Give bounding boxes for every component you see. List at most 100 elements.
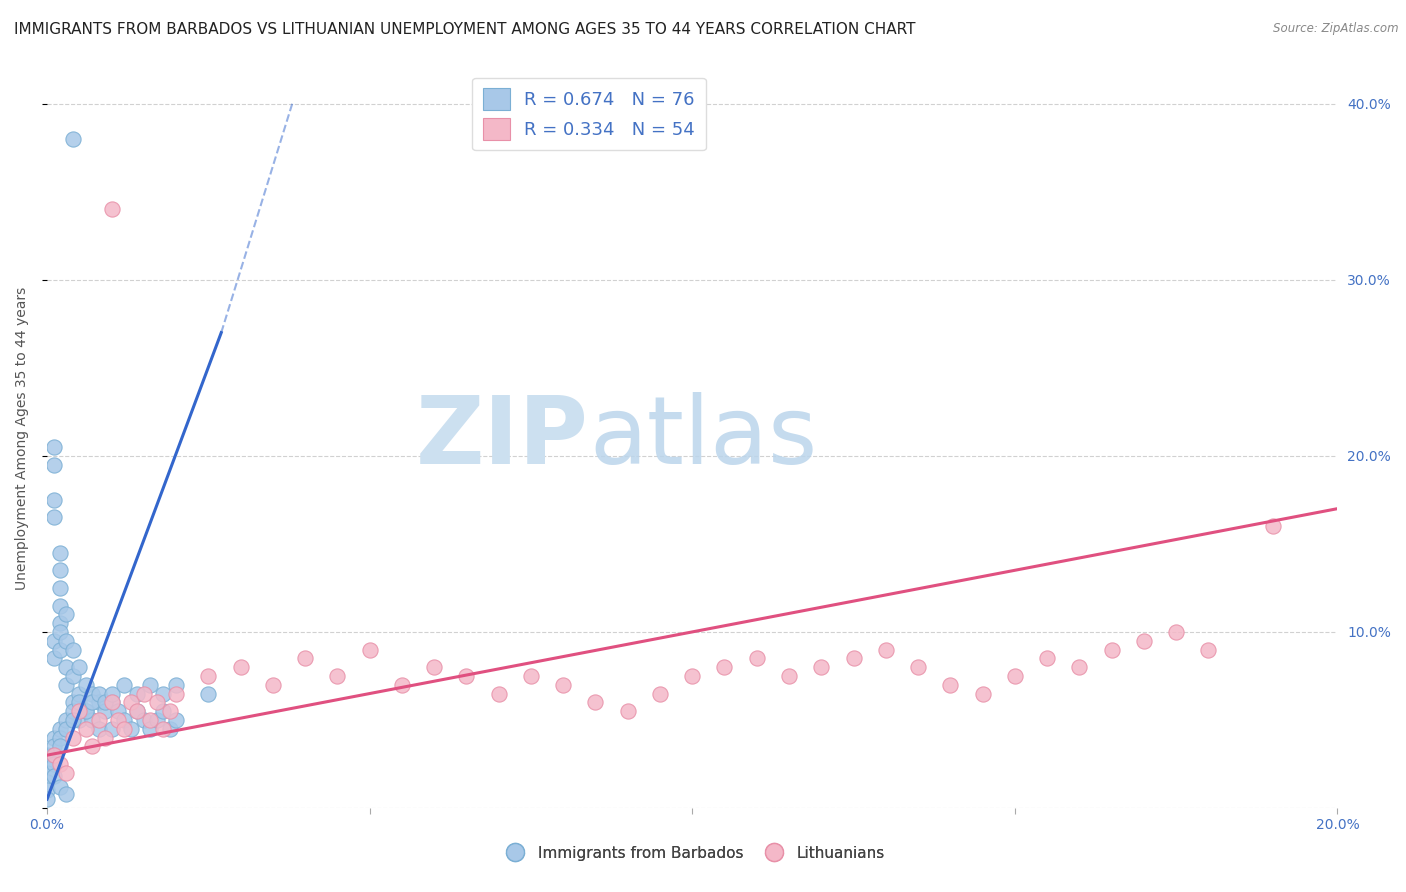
Point (67, 713, 90, 727)
Point (423, 660, 446, 674)
Point (49, 756, 72, 771)
Point (62, 642, 84, 657)
Point (165, 713, 187, 727)
Point (55, 765, 77, 780)
Point (585, 695, 607, 709)
Point (49, 642, 72, 657)
Point (62, 704, 84, 718)
Point (616, 704, 638, 718)
Point (55, 678, 77, 692)
Point (120, 695, 142, 709)
Point (82, 687, 104, 701)
Point (648, 687, 671, 701)
Point (35, 748, 58, 763)
Point (145, 695, 167, 709)
Point (972, 687, 994, 701)
Point (100, 202, 122, 217)
Point (107, 713, 129, 727)
Point (87, 722, 110, 736)
Point (165, 678, 187, 692)
Point (488, 687, 510, 701)
Point (745, 651, 768, 665)
Point (49, 616, 72, 631)
Point (42, 492, 65, 507)
Point (1197, 642, 1219, 657)
Point (35, 756, 58, 771)
Point (87, 695, 110, 709)
Point (875, 642, 897, 657)
Point (62, 695, 84, 709)
Legend: Immigrants from Barbados, Lithuanians: Immigrants from Barbados, Lithuanians (494, 839, 891, 867)
Point (197, 669, 219, 683)
Point (55, 660, 77, 674)
Point (152, 704, 174, 718)
Point (55, 607, 77, 622)
Point (842, 651, 865, 665)
Point (1261, 519, 1284, 533)
Y-axis label: Unemployment Among Ages 35 to 44 years: Unemployment Among Ages 35 to 44 years (15, 286, 30, 590)
Point (42, 769, 65, 783)
Point (152, 687, 174, 701)
Point (520, 669, 543, 683)
Point (810, 660, 832, 674)
Point (132, 687, 155, 701)
Point (197, 687, 219, 701)
Point (100, 695, 122, 709)
Point (1164, 624, 1187, 639)
Point (326, 669, 349, 683)
Point (139, 678, 162, 692)
Text: IMMIGRANTS FROM BARBADOS VS LITHUANIAN UNEMPLOYMENT AMONG AGES 35 TO 44 YEARS CO: IMMIGRANTS FROM BARBADOS VS LITHUANIAN U… (14, 22, 915, 37)
Point (114, 713, 136, 727)
Point (139, 722, 162, 736)
Point (49, 599, 72, 613)
Point (42, 731, 65, 745)
Point (165, 687, 187, 701)
Point (82, 739, 104, 754)
Point (62, 713, 84, 727)
Point (1036, 651, 1059, 665)
Point (75, 704, 97, 718)
Point (127, 704, 149, 718)
Point (35, 765, 58, 780)
Point (127, 704, 149, 718)
Point (55, 633, 77, 648)
Point (35, 792, 58, 806)
Point (359, 642, 381, 657)
Point (49, 624, 72, 639)
Text: Source: ZipAtlas.com: Source: ZipAtlas.com (1274, 22, 1399, 36)
Point (82, 695, 104, 709)
Point (62, 132, 84, 146)
Point (67, 695, 90, 709)
Point (87, 687, 110, 701)
Point (939, 678, 962, 692)
Point (87, 713, 110, 727)
Point (159, 722, 181, 736)
Point (456, 669, 478, 683)
Point (100, 695, 122, 709)
Point (35, 774, 58, 789)
Point (94, 695, 117, 709)
Point (49, 731, 72, 745)
Point (159, 704, 181, 718)
Point (62, 731, 84, 745)
Point (907, 660, 929, 674)
Point (42, 739, 65, 754)
Point (713, 660, 735, 674)
Point (42, 440, 65, 454)
Point (100, 722, 122, 736)
Point (100, 687, 122, 701)
Point (42, 756, 65, 771)
Point (75, 722, 97, 736)
Point (49, 546, 72, 560)
Point (75, 678, 97, 692)
Point (139, 713, 162, 727)
Point (1133, 633, 1156, 648)
Point (55, 713, 77, 727)
Point (42, 748, 65, 763)
Text: atlas: atlas (589, 392, 817, 484)
Point (778, 669, 800, 683)
Point (152, 722, 174, 736)
Point (42, 651, 65, 665)
Point (94, 731, 117, 745)
Point (132, 713, 155, 727)
